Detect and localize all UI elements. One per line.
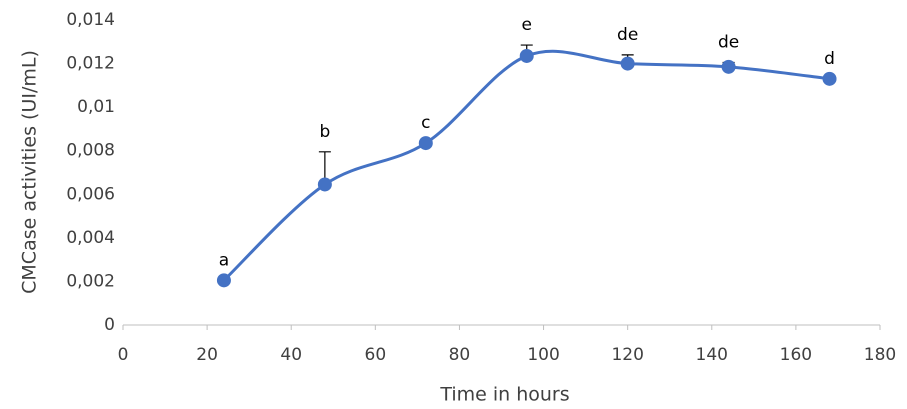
- series-line: [222, 49, 830, 282]
- y-tick-label: 0,004: [66, 228, 115, 248]
- point: [822, 71, 837, 86]
- x-tick-label: 140: [696, 345, 728, 365]
- x-tick-label: 0: [118, 345, 129, 365]
- point: [519, 48, 534, 63]
- point-label: e: [521, 15, 531, 35]
- y-tick-label: 0,002: [66, 271, 115, 291]
- point-label: de: [617, 25, 638, 45]
- y-tick-label: 0,014: [66, 10, 115, 30]
- point: [721, 59, 736, 74]
- x-tick-label: 120: [611, 345, 643, 365]
- x-tick-label: 180: [864, 345, 896, 365]
- point: [216, 273, 231, 288]
- point: [317, 177, 332, 192]
- x-axis-title: Time in hours: [439, 384, 569, 406]
- point-label: a: [219, 250, 229, 270]
- x-tick-label: 100: [527, 345, 559, 365]
- x-tick-label: 160: [780, 345, 812, 365]
- y-tick-label: 0,012: [66, 54, 115, 74]
- x-tick-label: 80: [449, 345, 471, 365]
- point-label: c: [421, 113, 430, 133]
- y-axis-title: CMCase activities (UI/mL): [19, 50, 41, 294]
- y-tick-label: 0,006: [66, 184, 115, 204]
- y-tick-label: 0,01: [77, 97, 115, 117]
- point-label: b: [319, 122, 330, 142]
- point: [418, 136, 433, 151]
- x-tick-label: 40: [280, 345, 302, 365]
- point: [620, 56, 635, 71]
- y-tick-label: 0: [104, 315, 115, 335]
- x-tick-label: 20: [196, 345, 218, 365]
- y-tick-label: 0,008: [66, 141, 115, 161]
- point-label: de: [718, 32, 739, 52]
- x-tick-label: 60: [365, 345, 387, 365]
- point-label: d: [824, 49, 835, 69]
